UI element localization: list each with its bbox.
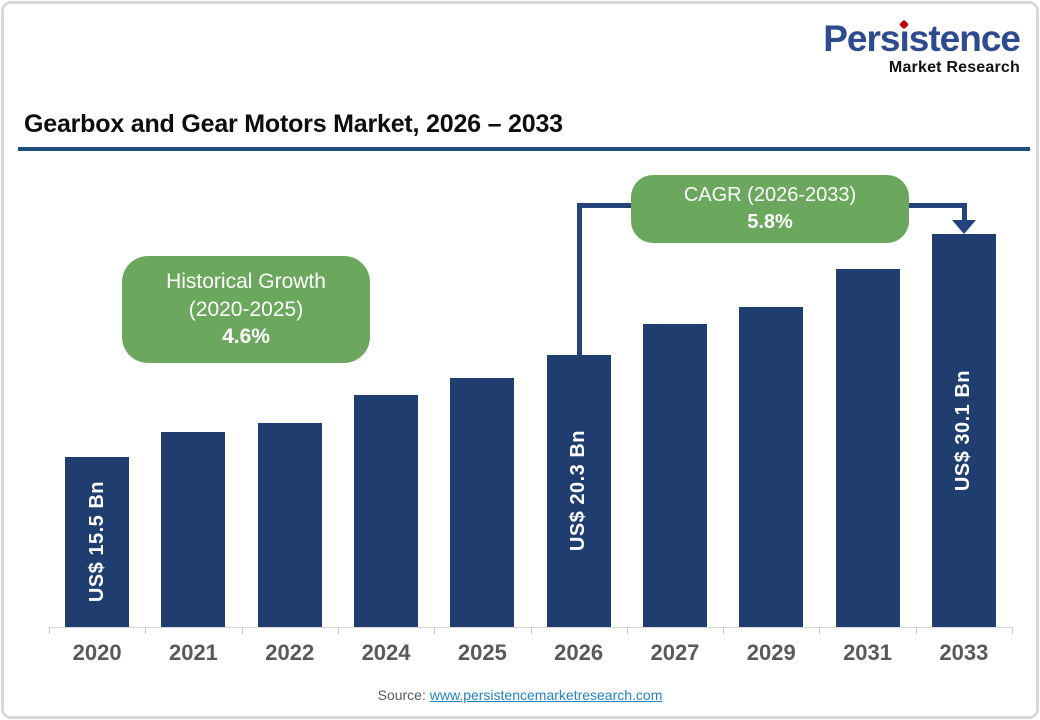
bar-slot-2025: 2025 (434, 164, 530, 665)
x-axis-label-2033: 2033 (939, 640, 989, 665)
x-axis-tick (915, 627, 917, 634)
connector-arrowhead-icon (952, 220, 976, 234)
brand-name-part1: Pers (823, 18, 900, 59)
connector-right-vertical-line (962, 203, 967, 222)
x-axis-label-2022: 2022 (265, 640, 315, 665)
brand-tagline: Market Research (888, 59, 1020, 76)
x-axis-label-2020: 2020 (72, 640, 122, 665)
x-axis-tick (819, 627, 821, 634)
bar-slot-2029: 2029 (723, 164, 819, 665)
bar-value-label-2026: US$ 20.3 Bn (567, 430, 590, 552)
bar-2033: US$ 30.1 Bn (931, 234, 996, 627)
brand-logo: Pers ıstence Market Research (823, 18, 1021, 76)
bar-slot-2021: 2021 (145, 164, 241, 665)
bar-2022 (257, 423, 322, 627)
bar-2026: US$ 20.3 Bn (546, 355, 611, 627)
source-link[interactable]: www.persistencemarketresearch.com (429, 687, 663, 703)
x-axis-label-2021: 2021 (168, 640, 218, 665)
x-axis-tick (241, 627, 243, 634)
x-axis-tick (49, 627, 50, 634)
x-axis-label-2027: 2027 (650, 640, 700, 665)
brand-name: Pers ıstence (823, 18, 1021, 59)
bar-2025 (450, 378, 515, 627)
x-axis-tick (723, 627, 725, 634)
historical-growth-callout: Historical Growth (2020-2025) 4.6% (122, 256, 370, 363)
x-axis-tick (1012, 627, 1013, 634)
source-line: Source: www.persistencemarketresearch.co… (4, 687, 1036, 703)
bar-2027 (642, 324, 707, 627)
cagr-value: 5.8% (747, 211, 793, 233)
bar-slot-2033: US$ 30.1 Bn 2033 (916, 164, 1012, 665)
brand-name-i: ı (899, 18, 910, 59)
bar-slot-2020: US$ 15.5 Bn 2020 (49, 164, 145, 665)
historical-growth-line1: Historical Growth (166, 269, 326, 293)
x-axis-label-2024: 2024 (361, 640, 411, 665)
bar-chart: US$ 15.5 Bn 2020 2021 2022 2024 2025 US$ 20.3 … (49, 164, 1013, 665)
connector-left-vertical-line (577, 203, 582, 356)
bar-slot-2027: 2027 (627, 164, 723, 665)
x-axis-label-2026: 2026 (554, 640, 604, 665)
bar-slot-2024: 2024 (338, 164, 434, 665)
x-axis-label-2029: 2029 (746, 640, 796, 665)
bar-2020: US$ 15.5 Bn (65, 457, 130, 627)
brand-name-part2: stence (908, 18, 1021, 59)
bar-value-label-2020: US$ 15.5 Bn (85, 481, 108, 603)
bar-slot-2022: 2022 (242, 164, 338, 665)
bar-value-label-2033: US$ 30.1 Bn (952, 369, 975, 492)
cagr-callout: CAGR (2026-2033) 5.8% (631, 175, 909, 243)
x-axis-tick (530, 627, 532, 634)
x-axis-tick (337, 627, 339, 634)
bar-slot-2031: 2031 (819, 164, 915, 665)
bar-2024 (354, 395, 419, 627)
x-axis-tick (626, 627, 628, 634)
x-axis-tick (145, 627, 147, 634)
title-underline (18, 147, 1030, 151)
x-axis-tick (434, 627, 436, 634)
x-axis-label-2025: 2025 (457, 640, 507, 665)
bar-2029 (739, 307, 804, 627)
bar-slot-2026: US$ 20.3 Bn 2026 (531, 164, 627, 665)
source-label: Source: (377, 687, 426, 703)
page-title: Gearbox and Gear Motors Market, 2026 – 2… (24, 110, 563, 138)
cagr-line1: CAGR (2026-2033) (683, 184, 857, 206)
bar-2021 (161, 432, 226, 627)
historical-growth-line2: (2020-2025) (188, 297, 304, 321)
historical-growth-value: 4.6% (222, 325, 270, 349)
x-axis-label-2031: 2031 (843, 640, 893, 665)
bar-2031 (835, 269, 900, 627)
